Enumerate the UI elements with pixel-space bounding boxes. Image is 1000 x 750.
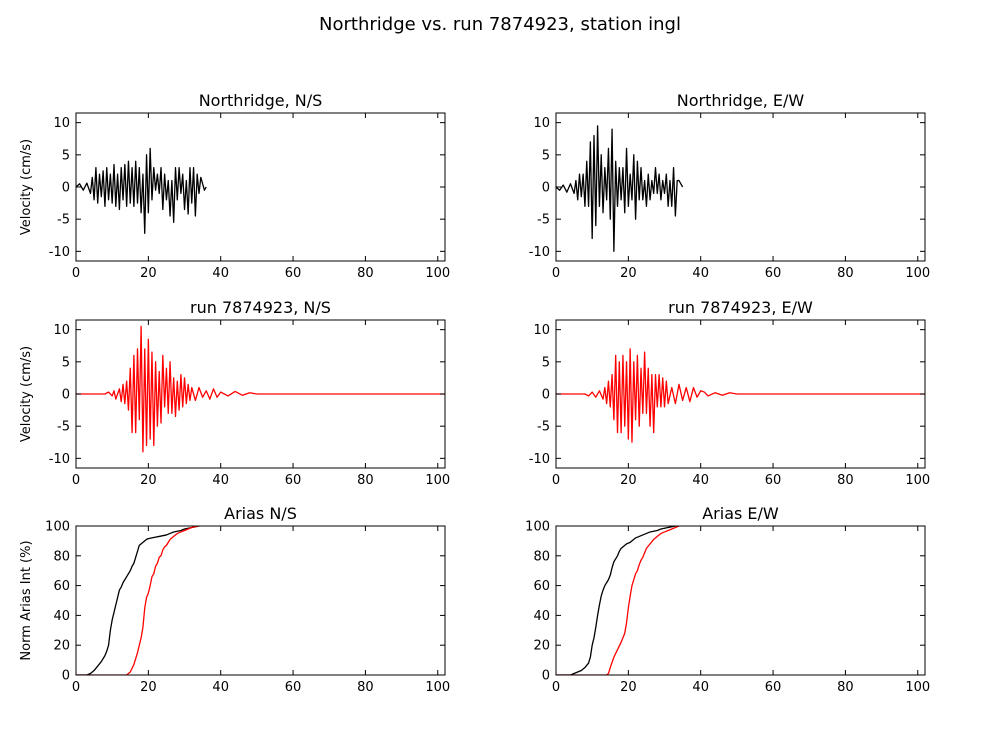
x-tick-label: 100	[425, 473, 450, 488]
x-tick-label: 40	[212, 266, 229, 281]
subplot-4: 0 20 40 60 80 100 -10 -5 0 5 10 run 7874923, E/W	[529, 298, 930, 488]
subplot-1: 0 20 40 60 80 100 -10 -5 0 5 10 Northridge, N/S Velo…	[19, 91, 450, 281]
x-tick-label: 60	[765, 473, 782, 488]
x-tick-label: 20	[620, 680, 637, 695]
x-tick-label: 40	[212, 680, 229, 695]
series-line-2	[556, 526, 680, 675]
y-tick-label: -10	[49, 452, 70, 467]
y-tick-label: -5	[537, 420, 550, 435]
y-tick-label: -10	[49, 245, 70, 260]
x-tick-label: 0	[72, 473, 80, 488]
x-tick-label: 0	[552, 473, 560, 488]
x-tick-label: 20	[620, 473, 637, 488]
x-tick-label: 60	[285, 680, 302, 695]
series-line-1	[556, 526, 679, 675]
y-tick-label: -5	[57, 213, 70, 228]
x-tick-label: 60	[285, 266, 302, 281]
series-line-1	[76, 526, 200, 675]
y-axis-label: Norm Arias Int (%)	[19, 540, 34, 660]
x-tick-label: 20	[140, 680, 157, 695]
y-tick-label: 80	[53, 549, 70, 564]
series-line-1	[76, 325, 445, 453]
axes-frame	[555, 525, 926, 676]
x-tick-label: 60	[765, 266, 782, 281]
x-tick-label: 80	[837, 473, 854, 488]
y-tick-label: -5	[537, 213, 550, 228]
x-tick-label: 40	[212, 473, 229, 488]
y-tick-label: -5	[57, 420, 70, 435]
y-tick-label: 100	[45, 520, 70, 535]
y-tick-label: 60	[533, 579, 550, 594]
series-line-1	[76, 147, 207, 234]
x-tick-label: 40	[692, 473, 709, 488]
y-tick-label: 5	[542, 148, 550, 163]
y-tick-label: 0	[542, 181, 550, 196]
y-tick-label: 5	[62, 148, 70, 163]
x-tick-label: 80	[837, 680, 854, 695]
x-tick-label: 80	[357, 266, 374, 281]
x-tick-label: 100	[905, 473, 930, 488]
x-tick-label: 100	[425, 680, 450, 695]
y-tick-label: -10	[529, 245, 550, 260]
y-tick-label: 0	[542, 669, 550, 684]
y-tick-label: 40	[53, 609, 70, 624]
subplot-title: run 7874923, N/S	[190, 298, 331, 317]
y-tick-label: 10	[53, 323, 70, 338]
y-tick-label: 40	[533, 609, 550, 624]
subplot-title: Arias N/S	[224, 504, 297, 523]
y-tick-label: 10	[533, 116, 550, 131]
series-line-1	[556, 125, 684, 253]
x-tick-label: 80	[357, 680, 374, 695]
y-tick-label: 0	[62, 181, 70, 196]
x-tick-label: 40	[692, 680, 709, 695]
subplot-title: run 7874923, E/W	[668, 298, 813, 317]
x-tick-label: 20	[140, 473, 157, 488]
y-tick-label: 5	[542, 355, 550, 370]
subplot-2: 0 20 40 60 80 100 -10 -5 0 5 10 Northridge, E/W	[529, 91, 930, 281]
x-tick-label: 100	[425, 266, 450, 281]
x-tick-label: 20	[140, 266, 157, 281]
figure-title: Northridge vs. run 7874923, station ingl	[319, 14, 681, 35]
y-tick-label: 100	[525, 520, 550, 535]
x-tick-label: 60	[765, 680, 782, 695]
y-axis-label: Velocity (cm/s)	[19, 139, 34, 235]
y-tick-label: 80	[533, 549, 550, 564]
subplot-title: Northridge, N/S	[199, 91, 323, 110]
y-axis-label: Velocity (cm/s)	[19, 346, 34, 442]
x-tick-label: 0	[72, 266, 80, 281]
x-tick-label: 100	[905, 266, 930, 281]
y-tick-label: 10	[53, 116, 70, 131]
series-line-2	[76, 526, 200, 675]
x-tick-label: 20	[620, 266, 637, 281]
y-tick-label: 0	[62, 669, 70, 684]
x-tick-label: 0	[72, 680, 80, 695]
x-tick-label: 100	[905, 680, 930, 695]
subplot-5: 0 20 40 60 80 100 0 20 40 60 80 100 Arias N/S Norm Ar…	[19, 504, 450, 695]
x-tick-label: 0	[552, 266, 560, 281]
y-tick-label: 20	[53, 639, 70, 654]
series-line-1	[556, 348, 925, 443]
y-tick-label: 5	[62, 355, 70, 370]
x-tick-label: 60	[285, 473, 302, 488]
x-tick-label: 0	[552, 680, 560, 695]
subplot-title: Arias E/W	[702, 504, 779, 523]
y-tick-label: 20	[533, 639, 550, 654]
y-tick-label: -10	[529, 452, 550, 467]
y-tick-label: 60	[53, 579, 70, 594]
y-tick-label: 10	[533, 323, 550, 338]
y-tick-label: 0	[62, 388, 70, 403]
subplot-title: Northridge, E/W	[677, 91, 805, 110]
subplot-6: 0 20 40 60 80 100 0 20 40 60 80 100 Arias E/W	[525, 504, 930, 695]
y-tick-label: 0	[542, 388, 550, 403]
subplot-3: 0 20 40 60 80 100 -10 -5 0 5 10 run 7874923, N/S Vel…	[19, 298, 450, 488]
axes-frame	[75, 525, 446, 676]
x-tick-label: 40	[692, 266, 709, 281]
x-tick-label: 80	[357, 473, 374, 488]
x-tick-label: 80	[837, 266, 854, 281]
